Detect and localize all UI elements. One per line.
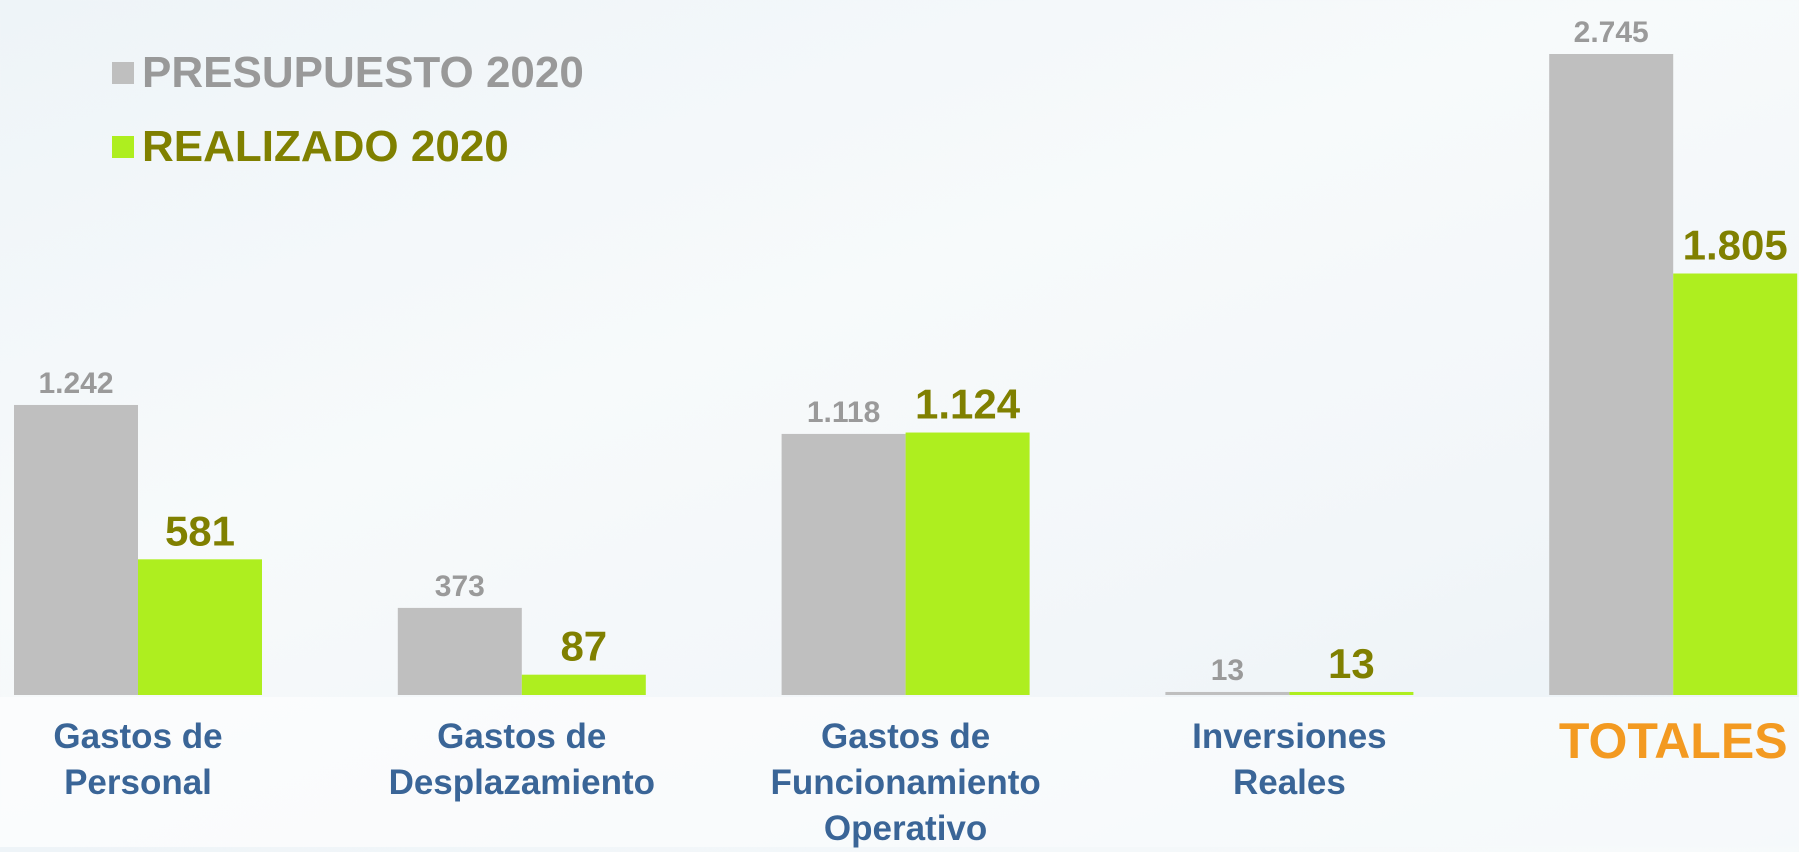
value-label: 373 (435, 570, 485, 603)
value-label: 1.805 (1683, 222, 1788, 269)
bar (781, 433, 906, 695)
category-label: TOTALES (1558, 713, 1788, 769)
bar (397, 607, 522, 695)
legend-swatch (112, 62, 134, 84)
bar (521, 674, 646, 695)
value-label: 13 (1211, 654, 1244, 687)
legend-swatch (112, 136, 134, 158)
bar (1549, 54, 1674, 695)
legend-item: REALIZADO 2020 (112, 122, 509, 172)
value-label: 1.242 (38, 367, 113, 400)
value-label: 87 (560, 623, 607, 670)
legend-item: PRESUPUESTO 2020 (112, 48, 584, 98)
value-label: 1.118 (807, 396, 880, 429)
bar (1673, 273, 1798, 695)
bar (905, 432, 1030, 695)
bar (1165, 691, 1290, 695)
category-label: Gastos de Desplazamiento (388, 717, 656, 802)
bar (1289, 691, 1414, 695)
legend-label: PRESUPUESTO 2020 (142, 48, 584, 97)
category-label: Gastos de Personal (53, 717, 223, 802)
bar (14, 404, 138, 695)
baseline-strip (0, 697, 1799, 847)
value-label: 1.124 (915, 381, 1021, 428)
value-label: 2.745 (1574, 16, 1649, 49)
category-label: Inversiones Reales (1192, 717, 1387, 802)
bar (138, 559, 262, 695)
value-label: 581 (165, 507, 235, 554)
legend-label: REALIZADO 2020 (142, 122, 509, 171)
value-label: 13 (1328, 640, 1375, 687)
category-label: Gastos de Funcionamiento Operativo (770, 717, 1041, 848)
